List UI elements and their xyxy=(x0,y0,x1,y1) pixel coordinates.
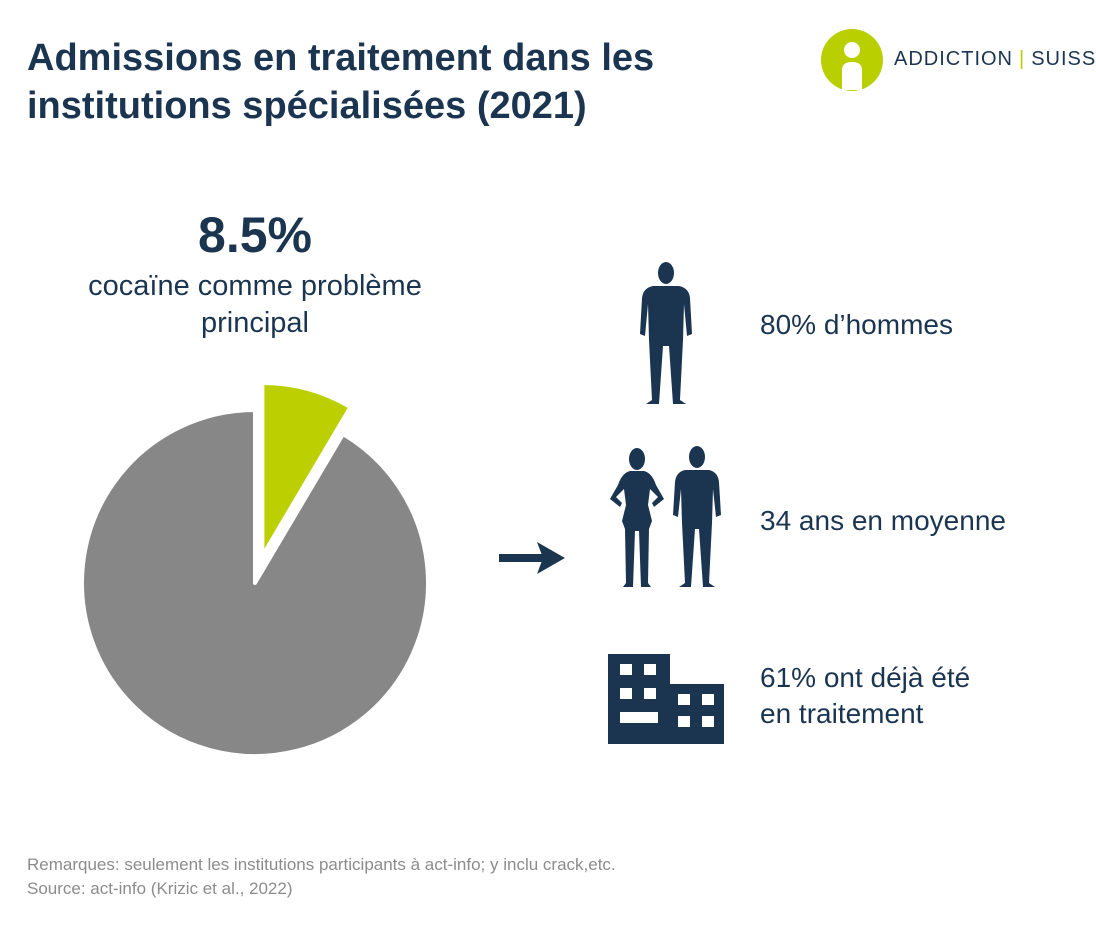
footnotes: Remarques: seulement les institutions pa… xyxy=(27,853,616,901)
woman-and-man-silhouette-icon xyxy=(610,446,721,587)
building-icon xyxy=(608,654,724,744)
logo-separator: | xyxy=(1019,48,1026,70)
fact-men: 80% d’hommes xyxy=(760,309,953,340)
pie-slice-1 xyxy=(80,408,430,758)
highlight-label: cocaïne comme problème principal xyxy=(88,270,422,339)
pie-slice-0 xyxy=(260,380,353,558)
source-note: Source: act-info (Krizic et al., 2022) xyxy=(27,879,293,898)
page-title: Admissions en traitement dans les instit… xyxy=(27,37,655,127)
fact-age: 34 ans en moyenne xyxy=(760,505,1006,536)
fact-previous-treatment-line1: 61% ont déjà été xyxy=(760,662,971,693)
pie-chart xyxy=(80,380,430,758)
logo-icon xyxy=(821,29,883,91)
logo-text-right: SUISSE xyxy=(1031,48,1096,70)
logo-text-left: ADDICTION xyxy=(894,48,1013,70)
logo-text: ADDICTION |SUISSE xyxy=(894,48,1096,71)
man-silhouette-icon xyxy=(640,262,692,404)
arrow-right-icon xyxy=(499,542,565,574)
remarks-note: Remarques: seulement les institutions pa… xyxy=(27,855,616,874)
highlight-value: 8.5% xyxy=(198,207,312,263)
fact-previous-treatment: 61% ont déjà été en traitement xyxy=(760,660,970,732)
addiction-suisse-logo: ADDICTION |SUISSE xyxy=(820,28,1096,92)
fact-previous-treatment-line2: en traitement xyxy=(760,698,924,729)
